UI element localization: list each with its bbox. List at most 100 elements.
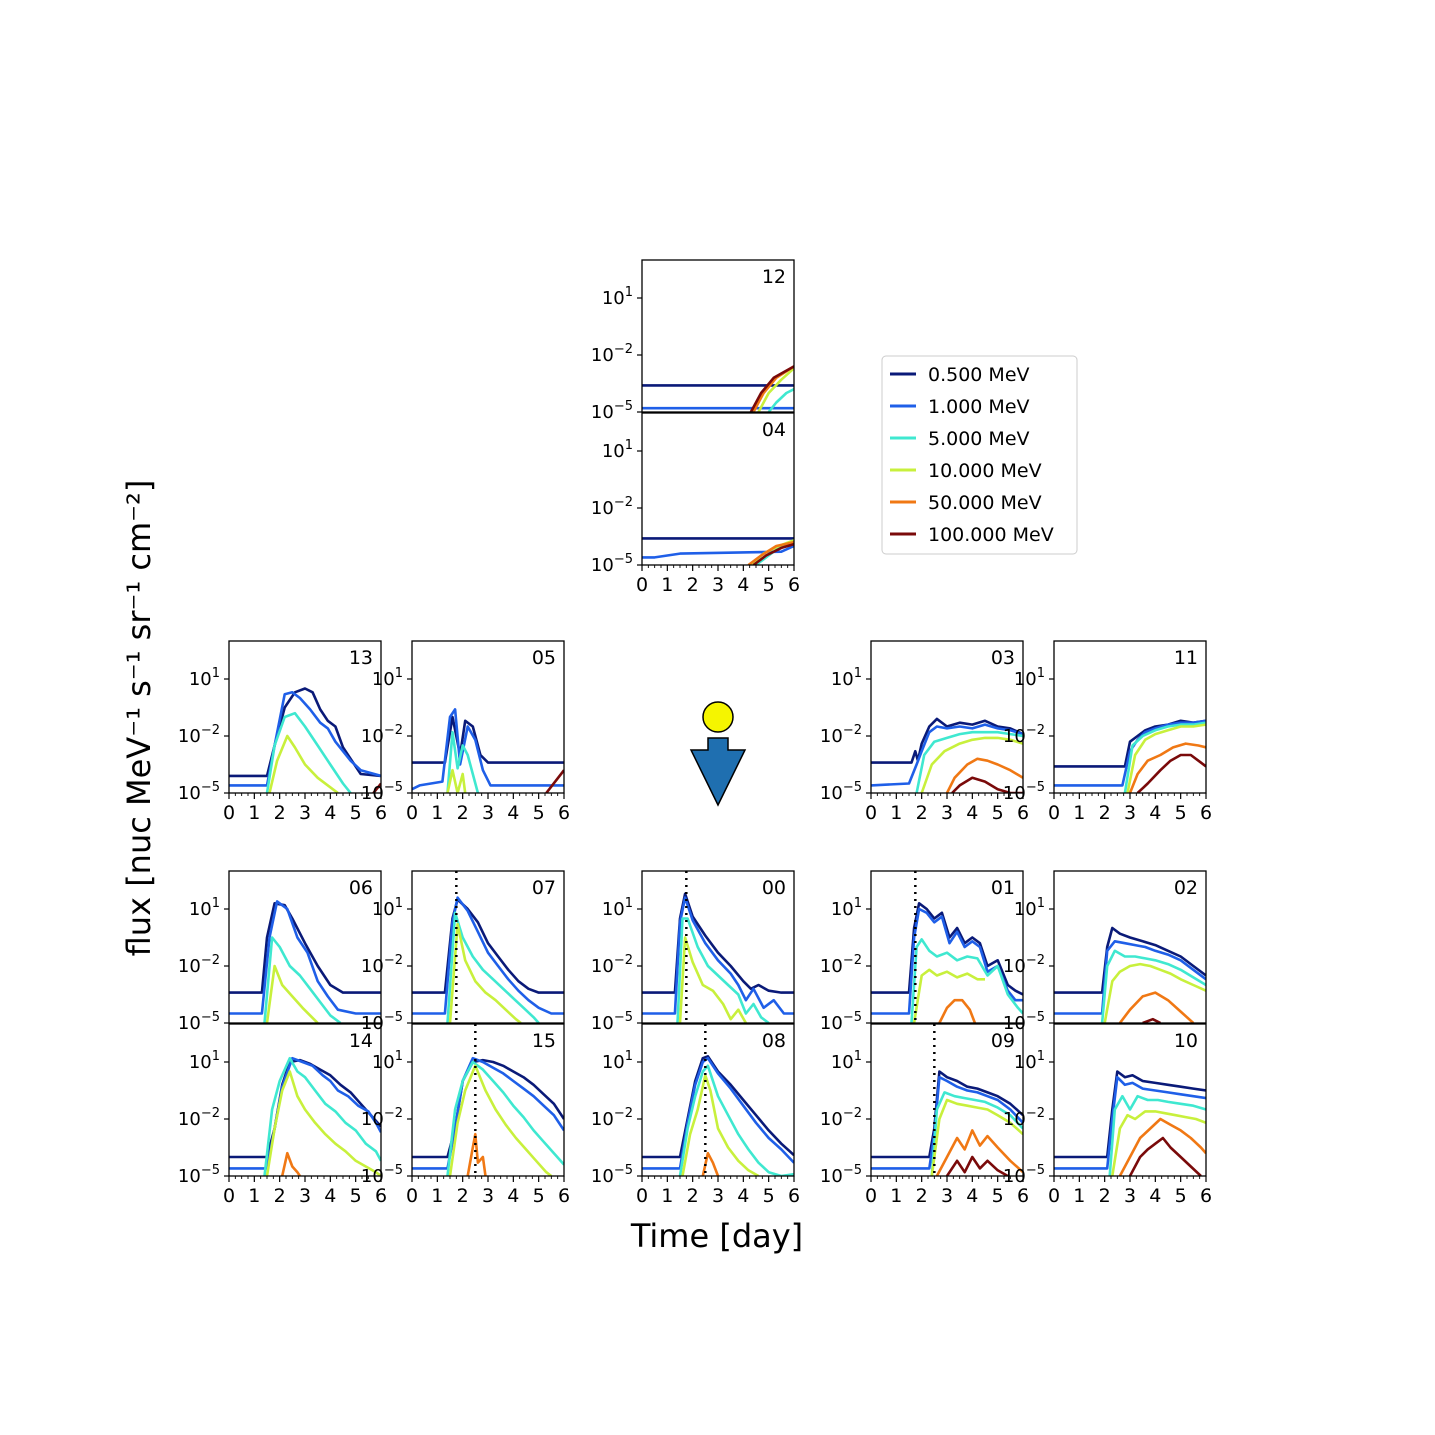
x-tick-label: 6 [1200,802,1212,824]
series-line [1103,962,1206,1023]
legend-label: 50.000 MeV [928,492,1042,514]
panel-frame [411,870,565,1024]
x-tick-label: 3 [941,1185,953,1207]
x-tick-label: 1 [248,802,260,824]
series-line [749,365,794,412]
y-tick-label: 10−2 [361,1106,403,1130]
panel-frame [228,870,382,1024]
series-line [871,717,1023,764]
panel-id-label: 00 [762,877,786,899]
x-tick-label: 4 [737,574,749,596]
series-line [1142,1017,1161,1023]
x-tick-label: 1 [890,802,902,824]
y-tick-label: 101 [602,1049,633,1073]
panel-frame [870,870,1024,1024]
arrow-down-icon [689,737,747,807]
y-tick-label: 10−5 [820,1163,862,1187]
plot-area [229,1056,381,1176]
legend-label: 100.000 MeV [928,524,1054,546]
sun-arrow-icon [689,701,747,807]
legend-label: 5.000 MeV [928,428,1030,450]
panel-00: 00 101 10−2 10−5 [591,870,795,1034]
x-tick-label: 6 [788,574,800,596]
y-tick-label: 10−2 [820,1106,862,1130]
series-line [545,769,564,793]
x-tick-label: 3 [712,1185,724,1207]
x-tick-label: 1 [1073,1185,1085,1207]
y-tick-label: 10−5 [178,1010,220,1034]
panel-id-label: 07 [532,877,556,899]
y-tick-label: 10−2 [178,953,220,977]
panel-id-label: 06 [349,877,373,899]
plot-area [412,1024,564,1176]
y-tick-label: 10−2 [820,723,862,747]
y-tick-label: 10−2 [591,953,633,977]
y-tick-label: 10−5 [820,780,862,804]
series-line [757,367,794,412]
series-line [1118,1117,1206,1176]
y-tick-label: 101 [372,666,403,690]
x-tick-label: 1 [661,574,673,596]
series-line [1126,723,1206,793]
y-tick-label: 10−5 [591,1010,633,1034]
series-line [1111,1110,1206,1176]
series-line [678,936,748,1023]
x-tick-label: 2 [1099,1185,1111,1207]
x-tick-label: 3 [1124,1185,1136,1207]
y-tick-label: 10−2 [820,953,862,977]
x-tick-label: 6 [788,1185,800,1207]
y-tick-label: 101 [189,1049,220,1073]
series-line [1128,742,1206,793]
x-tick-label: 1 [661,1185,673,1207]
series-line [229,901,381,994]
x-tick-label: 5 [350,1185,362,1207]
x-tick-label: 6 [1200,1185,1212,1207]
series-line [678,1064,794,1176]
series-line [938,998,977,1023]
series-line [752,542,794,565]
x-tick-label: 0 [223,1185,235,1207]
plot-area [229,687,381,793]
x-tick-label: 2 [457,1185,469,1207]
series-line [930,1098,1023,1176]
x-tick-label: 1 [1073,802,1085,824]
series-line [945,757,1023,793]
y-tick-label: 101 [372,1049,403,1073]
series-line [1054,1075,1206,1170]
x-tick-label: 3 [482,802,494,824]
x-tick-label: 4 [507,1185,519,1207]
x-tick-label: 6 [375,1185,387,1207]
x-tick-label: 0 [865,802,877,824]
series-line [448,1064,553,1176]
x-tick-label: 4 [966,1185,978,1207]
x-tick-label: 5 [533,802,545,824]
x-tick-label: 1 [431,802,443,824]
series-line [1108,1094,1206,1176]
x-tick-label: 5 [992,802,1004,824]
panel-09: 09 101 10−2 10−50 1 2 3 4 5 6 [820,1023,1029,1207]
panel-id-label: 01 [991,877,1015,899]
x-tick-label: 1 [431,1185,443,1207]
x-tick-label: 6 [1017,802,1029,824]
series-line [412,1056,564,1170]
panel-id-label: 09 [991,1030,1015,1052]
x-tick-label: 3 [482,1185,494,1207]
series-line [265,711,352,793]
x-tick-label: 2 [916,1185,928,1207]
panel-frame [641,259,795,413]
plot-area [871,717,1023,793]
legend-label: 0.500 MeV [928,364,1030,386]
y-tick-label: 10−5 [1003,780,1045,804]
series-line [910,938,1023,1023]
y-tick-label: 101 [831,666,862,690]
panel-id-label: 03 [991,647,1015,669]
x-tick-label: 5 [763,1185,775,1207]
series-line [446,768,467,793]
x-tick-label: 2 [916,802,928,824]
series-line [1054,939,1206,1015]
series-line [642,1056,794,1170]
panel-04: 04 101 10−2 10−50 1 2 3 4 5 6 [591,412,800,596]
